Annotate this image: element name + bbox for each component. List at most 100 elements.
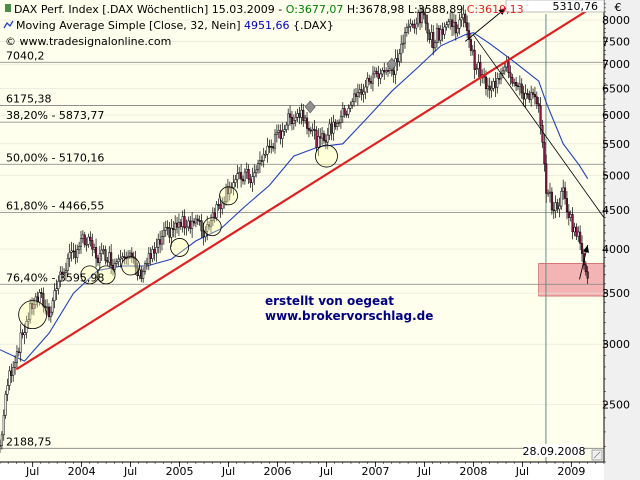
- highlight-circle-4: [170, 238, 189, 257]
- candle-90: [168, 227, 171, 238]
- candle-282: [530, 92, 533, 100]
- candle-142: [266, 145, 269, 155]
- candle-303: [569, 214, 572, 218]
- candle-206: [386, 70, 390, 72]
- candle-118: [221, 202, 224, 210]
- candle-302: [567, 211, 570, 218]
- candle-82: [153, 249, 156, 254]
- candle-246: [462, 13, 465, 19]
- candle-103: [192, 220, 196, 224]
- candle-62: [115, 261, 118, 264]
- highlight-circle-7: [315, 144, 338, 168]
- author-note: erstellt von oegeat: [265, 294, 394, 308]
- candle-254: [477, 62, 480, 69]
- candle-13: [23, 332, 26, 335]
- candle-63: [117, 258, 120, 263]
- candle-141: [264, 153, 267, 156]
- candle-185: [347, 108, 350, 115]
- support-zone: [538, 263, 605, 297]
- candle-0: [0, 445, 2, 447]
- candle-128: [240, 172, 243, 180]
- candle-296: [556, 202, 559, 210]
- candle-284: [533, 94, 536, 98]
- candle-200: [375, 70, 378, 74]
- candle-54: [100, 249, 103, 254]
- candle-275: [516, 85, 520, 88]
- candle-56: [104, 249, 107, 261]
- candle-137: [256, 163, 260, 171]
- candle-271: [509, 72, 512, 78]
- candle-199: [373, 70, 376, 75]
- candle-222: [417, 12, 420, 25]
- candle-147: [275, 132, 278, 135]
- header-open: O:3677,07: [286, 3, 344, 16]
- candle-180: [337, 122, 341, 124]
- candle-35: [64, 270, 67, 273]
- candle-288: [541, 125, 544, 143]
- candle-111: [208, 224, 211, 227]
- candle-228: [428, 32, 431, 40]
- candle-276: [518, 83, 521, 88]
- candle-112: [209, 220, 213, 227]
- candle-309: [580, 243, 584, 254]
- candle-297: [558, 205, 561, 210]
- candle-281: [528, 93, 531, 100]
- candle-11: [19, 332, 22, 353]
- candle-34: [62, 272, 66, 275]
- candle-166: [311, 128, 314, 131]
- x-tick-label-2: Jul: [123, 465, 137, 478]
- candle-86: [160, 236, 164, 245]
- candle-170: [319, 136, 322, 139]
- candle-278: [522, 92, 525, 100]
- arrow-line-0: [464, 7, 507, 42]
- candle-icon: [5, 4, 11, 12]
- candle-51: [95, 247, 98, 259]
- candle-160: [300, 109, 303, 118]
- header-ma-symbol: {.DAX}: [290, 19, 334, 32]
- candle-100: [187, 220, 190, 228]
- candle-216: [405, 27, 408, 33]
- candle-113: [211, 212, 214, 221]
- candle-253: [475, 68, 478, 70]
- candle-115: [215, 204, 218, 218]
- highlight-circle-0: [18, 300, 48, 330]
- candle-47: [87, 236, 90, 245]
- candle-6: [10, 370, 13, 376]
- candle-245: [460, 17, 463, 21]
- candle-22: [40, 292, 43, 294]
- candle-81: [151, 249, 154, 259]
- candle-219: [411, 23, 414, 26]
- candle-9: [15, 351, 19, 363]
- candle-202: [379, 73, 382, 79]
- candle-93: [174, 222, 177, 231]
- candle-69: [128, 252, 132, 257]
- candle-155: [290, 117, 294, 124]
- y-axis-background: [604, 0, 640, 480]
- candle-264: [496, 78, 499, 88]
- candle-91: [170, 227, 173, 238]
- candle-179: [336, 123, 339, 127]
- candle-308: [579, 231, 582, 244]
- candle-299: [562, 187, 565, 192]
- candle-37: [68, 251, 71, 259]
- date-label: 28.09.2008: [523, 445, 586, 458]
- candle-157: [294, 117, 297, 121]
- candle-196: [368, 77, 371, 82]
- header-high: H:3678,98: [343, 3, 404, 16]
- candle-159: [298, 113, 301, 118]
- candle-305: [573, 226, 576, 233]
- candle-234: [439, 29, 442, 41]
- candle-290: [545, 163, 548, 194]
- moving-average-icon: [3, 20, 14, 29]
- x-tick-label-11: 2009: [557, 465, 585, 478]
- candle-126: [236, 173, 239, 180]
- candle-280: [526, 93, 529, 95]
- fib-label-0: 7040,2: [6, 49, 45, 62]
- y-tick-label-7500: 7500: [602, 35, 630, 48]
- candle-38: [70, 250, 73, 253]
- x-tick-label-9: 2008: [459, 465, 487, 478]
- candle-241: [452, 21, 455, 27]
- candle-243: [456, 28, 459, 34]
- candle-168: [315, 129, 318, 148]
- peak-marker-1: [386, 57, 398, 71]
